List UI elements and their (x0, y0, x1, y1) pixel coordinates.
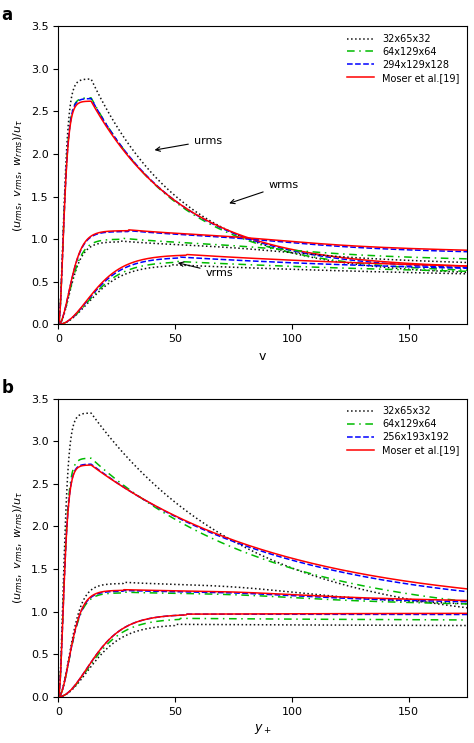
Text: urms: urms (156, 136, 222, 152)
Y-axis label: $(u_{rms},\ v_{rms},\ w_{rms})/u_\tau$: $(u_{rms},\ v_{rms},\ w_{rms})/u_\tau$ (12, 491, 25, 604)
Text: wrms: wrms (230, 180, 299, 204)
Text: vrms: vrms (179, 262, 233, 278)
X-axis label: v: v (259, 350, 266, 363)
X-axis label: $y_+$: $y_+$ (254, 722, 272, 736)
Legend: 32x65x32, 64x129x64, 256x193x192, Moser et al.[19]: 32x65x32, 64x129x64, 256x193x192, Moser … (344, 403, 462, 458)
Text: a: a (1, 6, 12, 25)
Text: b: b (1, 379, 13, 397)
Legend: 32x65x32, 64x129x64, 294x129x128, Moser et al.[19]: 32x65x32, 64x129x64, 294x129x128, Moser … (344, 31, 462, 85)
Y-axis label: $(u_{rms},\ v_{rms},\ w_{rms})/u_\tau$: $(u_{rms},\ v_{rms},\ w_{rms})/u_\tau$ (12, 119, 25, 232)
